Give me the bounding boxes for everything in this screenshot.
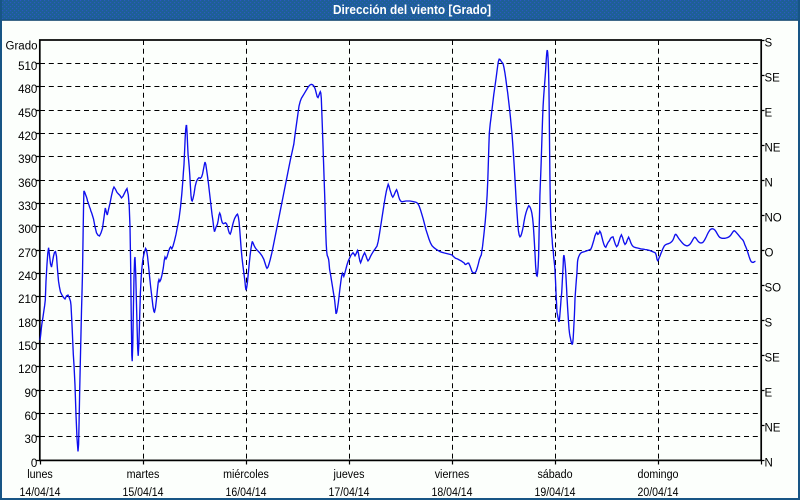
svg-text:S: S bbox=[765, 318, 773, 330]
svg-text:E: E bbox=[765, 108, 773, 120]
svg-text:martes: martes bbox=[127, 469, 160, 481]
svg-text:lunes: lunes bbox=[27, 469, 53, 481]
svg-text:N: N bbox=[765, 458, 773, 470]
svg-text:210: 210 bbox=[18, 294, 37, 306]
svg-text:150: 150 bbox=[18, 341, 37, 353]
svg-text:viernes: viernes bbox=[435, 469, 470, 481]
svg-text:0: 0 bbox=[31, 458, 37, 470]
svg-text:480: 480 bbox=[18, 84, 37, 96]
svg-text:jueves: jueves bbox=[333, 469, 365, 481]
svg-text:NE: NE bbox=[765, 423, 781, 435]
svg-text:NE: NE bbox=[765, 143, 781, 155]
svg-text:SO: SO bbox=[765, 283, 782, 295]
svg-text:16/04/14: 16/04/14 bbox=[226, 487, 268, 499]
svg-text:420: 420 bbox=[18, 131, 37, 143]
svg-text:S: S bbox=[765, 38, 773, 50]
svg-text:19/04/14: 19/04/14 bbox=[535, 487, 577, 499]
svg-text:sábado: sábado bbox=[537, 469, 572, 481]
svg-text:O: O bbox=[765, 248, 774, 260]
svg-text:30: 30 bbox=[25, 434, 38, 446]
svg-text:NO: NO bbox=[765, 213, 782, 225]
svg-text:90: 90 bbox=[25, 388, 38, 400]
svg-text:390: 390 bbox=[18, 154, 37, 166]
svg-text:N: N bbox=[765, 178, 773, 190]
svg-text:Grado: Grado bbox=[6, 41, 38, 53]
svg-text:330: 330 bbox=[18, 201, 37, 213]
svg-text:domingo: domingo bbox=[638, 469, 679, 481]
svg-text:270: 270 bbox=[18, 248, 37, 260]
svg-text:miércoles: miércoles bbox=[223, 469, 269, 481]
svg-text:60: 60 bbox=[25, 411, 38, 423]
svg-text:180: 180 bbox=[18, 318, 37, 330]
svg-text:240: 240 bbox=[18, 271, 37, 283]
svg-text:20/04/14: 20/04/14 bbox=[638, 487, 680, 499]
svg-text:15/04/14: 15/04/14 bbox=[123, 487, 165, 499]
svg-text:SE: SE bbox=[765, 353, 781, 365]
svg-text:120: 120 bbox=[18, 364, 37, 376]
svg-text:E: E bbox=[765, 388, 773, 400]
svg-text:17/04/14: 17/04/14 bbox=[329, 487, 371, 499]
svg-text:14/04/14: 14/04/14 bbox=[20, 487, 62, 499]
svg-text:450: 450 bbox=[18, 108, 37, 120]
svg-text:300: 300 bbox=[18, 224, 37, 236]
svg-text:18/04/14: 18/04/14 bbox=[432, 487, 474, 499]
svg-text:510: 510 bbox=[18, 61, 37, 73]
svg-text:SE: SE bbox=[765, 73, 781, 85]
svg-text:360: 360 bbox=[18, 178, 37, 190]
svg-text:Dirección del viento [Grado]: Dirección del viento [Grado] bbox=[333, 3, 491, 17]
